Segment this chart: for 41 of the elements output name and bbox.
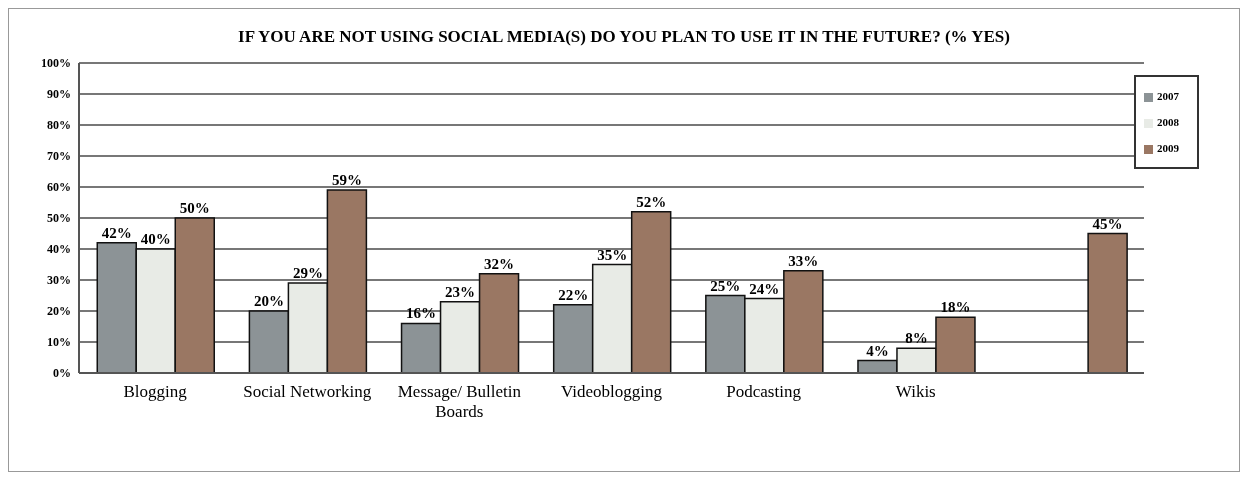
x-tick-label: Message/ Bulletin Boards [397,382,522,421]
x-tick-label: Social Networking [243,382,372,401]
legend-label: 2009 [1157,142,1179,154]
y-tick-label: 90% [47,87,71,102]
data-label: 4% [866,342,889,359]
y-tick-label: 20% [47,304,71,319]
data-label: 24% [749,280,780,297]
x-tick-label: Blogging [123,382,188,401]
data-label: 45% [1092,215,1123,232]
y-tick-label: 100% [41,56,71,71]
x-tick-label: Wikis [895,382,936,401]
y-tick-label: 80% [47,118,71,133]
y-tick-label: 40% [47,242,71,257]
data-label: 42% [101,224,132,241]
data-label: 18% [940,299,971,316]
y-tick-label: 60% [47,180,71,195]
chart-title: IF YOU ARE NOT USING SOCIAL MEDIA(S) DO YOU PLAN TO USE IT IN THE FUTURE? (% YES) [237,26,1011,48]
data-label: 33% [788,252,819,269]
data-label: 52% [636,193,667,210]
data-label: 35% [597,246,628,263]
data-label: 25% [710,277,741,294]
data-label: 8% [905,330,928,347]
y-tick-label: 70% [47,149,71,164]
data-label: 20% [253,293,284,309]
data-label: 59% [331,172,362,189]
data-label: 50% [179,200,210,216]
x-tick-label: Videoblogging [561,382,663,401]
data-label: 32% [484,255,515,272]
y-tick-label: 10% [47,335,71,350]
y-tick-label: 30% [47,273,71,288]
data-label: 22% [558,286,589,303]
data-label: 16% [406,305,437,322]
x-tick-label: Podcasting [726,382,802,401]
y-tick-label: 50% [47,211,71,226]
data-label: 40% [140,231,171,247]
data-label: 29% [292,265,323,282]
data-label: 23% [445,283,476,300]
bar [1087,232,1128,373]
legend-label: 2008 [1157,116,1179,128]
y-tick-label: 0% [53,366,71,381]
legend-label: 2007 [1157,90,1179,102]
